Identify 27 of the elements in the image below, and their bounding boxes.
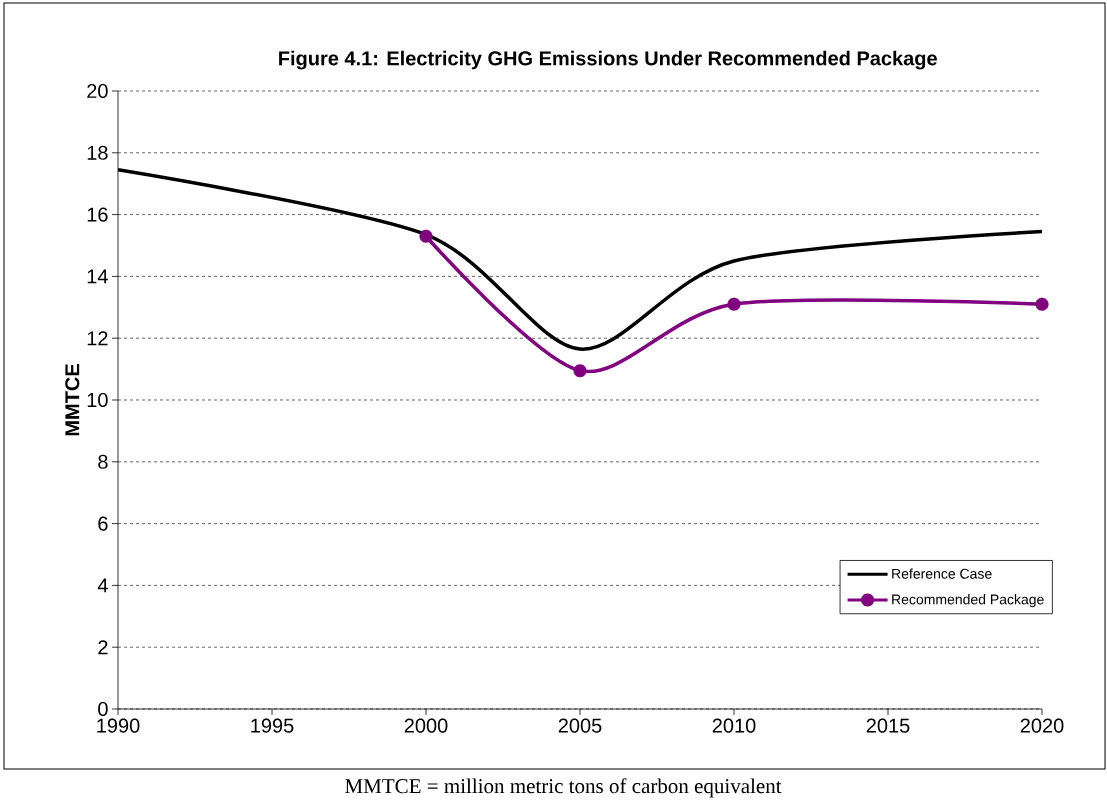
x-tick-label: 2000 (404, 718, 448, 733)
y-tick-label: 16 (87, 207, 108, 222)
y-tick-label: 6 (98, 516, 108, 531)
y-tick-label: 8 (98, 454, 108, 469)
chart-title: Figure 4.1: Electricity GHG Emissions Under Recommended Package (279, 50, 937, 70)
point (1035, 297, 1049, 311)
x-tick-label: 2010 (712, 718, 756, 733)
y-tick-label: 18 (87, 145, 108, 160)
x-tick-label: 2005 (558, 718, 602, 733)
y-tick-label: 12 (87, 331, 108, 346)
y-axis-title: MMTCE (65, 364, 80, 436)
legend-label: Reference Case (892, 568, 992, 579)
y-tick-label: 4 (97, 578, 108, 593)
point (419, 229, 433, 243)
y-tick-label: 2 (98, 640, 108, 655)
legend-label: Recommended Package (892, 594, 1044, 608)
point (573, 364, 587, 378)
y-tick-label: 14 (87, 269, 108, 284)
y-tick-label: 10 (87, 392, 108, 408)
text: MMTCE = million metric tons of carbon equivalent (345, 778, 782, 798)
y-tick-label: 20 (87, 83, 108, 99)
x-tick-label: 1995 (251, 718, 294, 733)
y-tick-label: 0 (98, 701, 108, 717)
point (727, 297, 741, 311)
x-tick-label: 1990 (97, 718, 140, 733)
x-tick-label: 2020 (1020, 718, 1064, 733)
x-tick-label: 2015 (866, 718, 910, 733)
